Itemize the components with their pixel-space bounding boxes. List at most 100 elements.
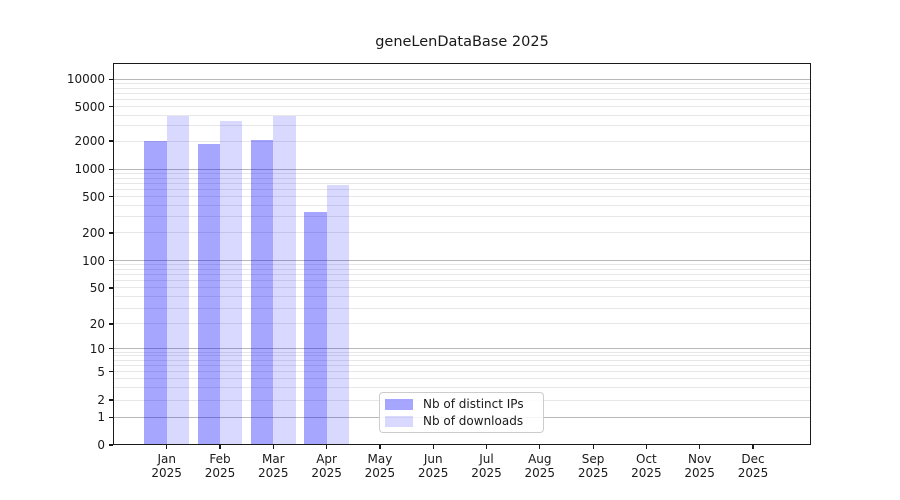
bar-distinct-ips-jan (144, 141, 167, 445)
x-tick-jul (485, 445, 488, 449)
x-tick-mar (272, 445, 274, 449)
minor-gridline-800 (113, 177, 811, 179)
major-gridline-100 (113, 260, 811, 262)
bar-downloads-feb (220, 121, 243, 445)
minor-gridline-7000 (113, 92, 811, 94)
minor-gridline-500 (113, 196, 811, 198)
y-tick-20 (109, 323, 113, 325)
minor-gridline-300 (113, 216, 811, 218)
y-tick-500 (109, 196, 113, 198)
x-tick-dec (752, 445, 754, 449)
y-tick-label-50: 50 (89, 280, 105, 295)
x-tick-jan (166, 445, 168, 449)
minor-gridline-30 (113, 307, 811, 309)
legend-swatch-downloads (385, 415, 413, 427)
y-tick-label-5: 5 (97, 364, 105, 379)
y-tick-label-2: 2 (97, 393, 105, 407)
minor-gridline-4000 (113, 114, 811, 116)
y-tick-2 (109, 399, 113, 401)
x-tick-label-feb: Feb 2025 (204, 452, 236, 480)
minor-gridline-6 (113, 365, 811, 367)
y-tick-label-5000: 5000 (74, 99, 105, 114)
x-tick-aug (539, 445, 541, 449)
minor-gridline-40 (113, 296, 811, 298)
y-tick-label-10: 10 (89, 341, 105, 356)
y-tick-1000 (109, 168, 113, 170)
minor-gridline-700 (113, 182, 811, 184)
major-gridline-1000 (113, 168, 811, 170)
legend-row-downloads: Nb of downloads (385, 414, 543, 428)
minor-gridline-8000 (113, 87, 811, 89)
bar-distinct-ips-apr (304, 211, 327, 445)
minor-gridline-7 (113, 359, 811, 361)
x-tick-feb (219, 445, 221, 449)
minor-gridline-70 (113, 274, 811, 276)
x-tick-nov (699, 445, 701, 449)
minor-gridline-60 (113, 280, 811, 282)
y-tick-10 (109, 347, 113, 350)
major-gridline-10 (113, 348, 811, 350)
chart-title: geneLenDataBase 2025 (375, 34, 549, 50)
y-tick-5000 (109, 106, 113, 108)
x-tick-label-dec: Dec 2025 (737, 452, 769, 480)
minor-gridline-3 (113, 386, 811, 388)
y-tick-label-2000: 2000 (74, 134, 105, 148)
y-tick-50 (109, 287, 113, 289)
x-tick-label-apr: Apr 2025 (311, 452, 342, 480)
y-tick-label-200: 200 (82, 225, 105, 240)
x-tick-apr (326, 445, 328, 449)
bar-distinct-ips-mar (251, 139, 274, 445)
bar-distinct-ips-feb (197, 144, 220, 445)
y-tick-label-1000: 1000 (74, 162, 105, 177)
x-tick-label-jul: Jul 2025 (471, 452, 502, 480)
y-tick-0 (109, 444, 113, 446)
bar-downloads-jan (166, 116, 189, 445)
minor-gridline-200 (113, 232, 811, 234)
minor-gridline-4 (113, 378, 811, 380)
legend-label-distinct-ips: Nb of distinct IPs (423, 397, 524, 411)
x-tick-label-sep: Sep 2025 (577, 452, 609, 480)
minor-gridline-3000 (113, 125, 811, 127)
x-tick-oct (645, 445, 648, 449)
x-tick-jun (432, 445, 434, 449)
minor-gridline-50 (113, 287, 811, 289)
minor-gridline-400 (113, 205, 811, 207)
bar-downloads-apr (326, 184, 349, 445)
y-tick-label-0: 0 (97, 438, 105, 452)
x-tick-label-oct: Oct 2025 (631, 452, 662, 480)
x-tick-label-may: May 2025 (364, 452, 396, 480)
y-tick-100 (109, 259, 113, 262)
y-tick-1 (109, 416, 113, 418)
legend: Nb of distinct IPs Nb of downloads (379, 392, 544, 433)
y-tick-label-100: 100 (82, 253, 105, 268)
minor-gridline-5 (113, 371, 811, 373)
x-tick-label-aug: Aug 2025 (524, 452, 556, 480)
y-tick-2000 (109, 140, 113, 142)
y-tick-label-20: 20 (89, 316, 105, 331)
minor-gridline-6000 (113, 98, 811, 100)
legend-row-distinct-ips: Nb of distinct IPs (385, 397, 543, 411)
minor-gridline-900 (113, 172, 811, 174)
minor-gridline-90 (113, 264, 811, 266)
minor-gridline-20 (113, 323, 811, 325)
x-tick-label-mar: Mar 2025 (258, 452, 289, 480)
x-tick-label-jan: Jan 2025 (151, 452, 182, 480)
minor-gridline-2000 (113, 140, 811, 142)
y-tick-200 (109, 232, 113, 234)
x-tick-may (379, 445, 381, 449)
minor-gridline-9000 (113, 82, 811, 84)
minor-gridline-8 (113, 355, 811, 357)
bar-downloads-mar (273, 116, 296, 445)
y-tick-label-10000: 10000 (66, 72, 105, 87)
x-tick-sep (592, 445, 594, 449)
y-tick-5 (109, 371, 113, 373)
legend-swatch-distinct-ips (385, 398, 413, 410)
minor-gridline-80 (113, 268, 811, 270)
major-gridline-10000 (113, 78, 811, 80)
minor-gridline-600 (113, 188, 811, 190)
x-tick-label-jun: Jun 2025 (417, 452, 449, 480)
y-tick-label-500: 500 (82, 189, 105, 204)
x-tick-label-nov: Nov 2025 (684, 452, 715, 480)
minor-gridline-5000 (113, 106, 811, 108)
